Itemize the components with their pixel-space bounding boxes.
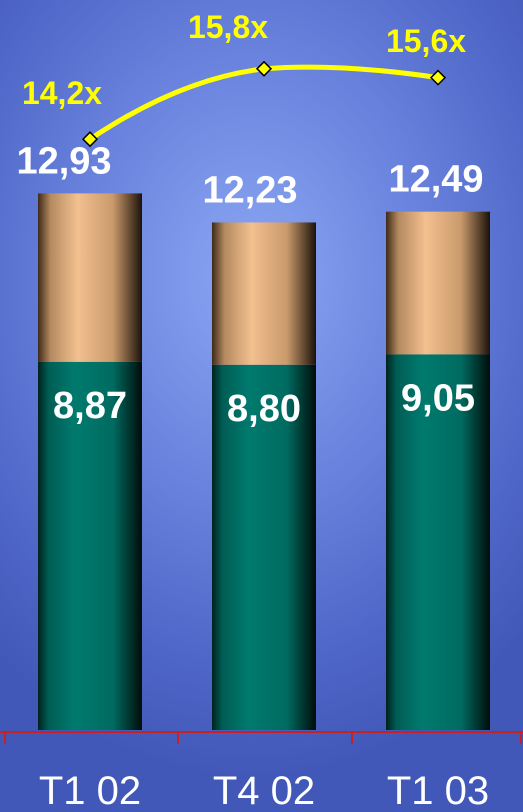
bar-top-segment xyxy=(38,193,142,362)
x-tick-label: T1 03 xyxy=(387,769,489,812)
line-point-marker xyxy=(255,60,273,77)
bar-value-label: 9,05 xyxy=(401,377,475,419)
line-point-marker xyxy=(429,69,447,86)
bar-top-segment xyxy=(386,211,490,355)
bar-bottom-segment xyxy=(386,354,490,730)
line-point-label: 15,8x xyxy=(188,9,268,45)
series-line xyxy=(88,64,439,142)
bar-value-label: 8,80 xyxy=(227,388,301,430)
bar-total-label: 12,93 xyxy=(16,140,111,182)
bar-total-label: 12,49 xyxy=(388,159,483,201)
line-point-label: 15,6x xyxy=(386,23,466,59)
line-point-label: 14,2x xyxy=(22,75,102,111)
bar-top-segment xyxy=(212,222,316,365)
x-tick-label: T1 02 xyxy=(39,769,141,812)
x-tick-label: T4 02 xyxy=(213,769,315,812)
bar-total-label: 12,23 xyxy=(202,169,297,211)
line-point-marker xyxy=(81,131,99,148)
bar-bottom-segment xyxy=(212,364,316,730)
bar-bottom-segment xyxy=(38,361,142,730)
bar-value-label: 8,87 xyxy=(53,385,127,427)
